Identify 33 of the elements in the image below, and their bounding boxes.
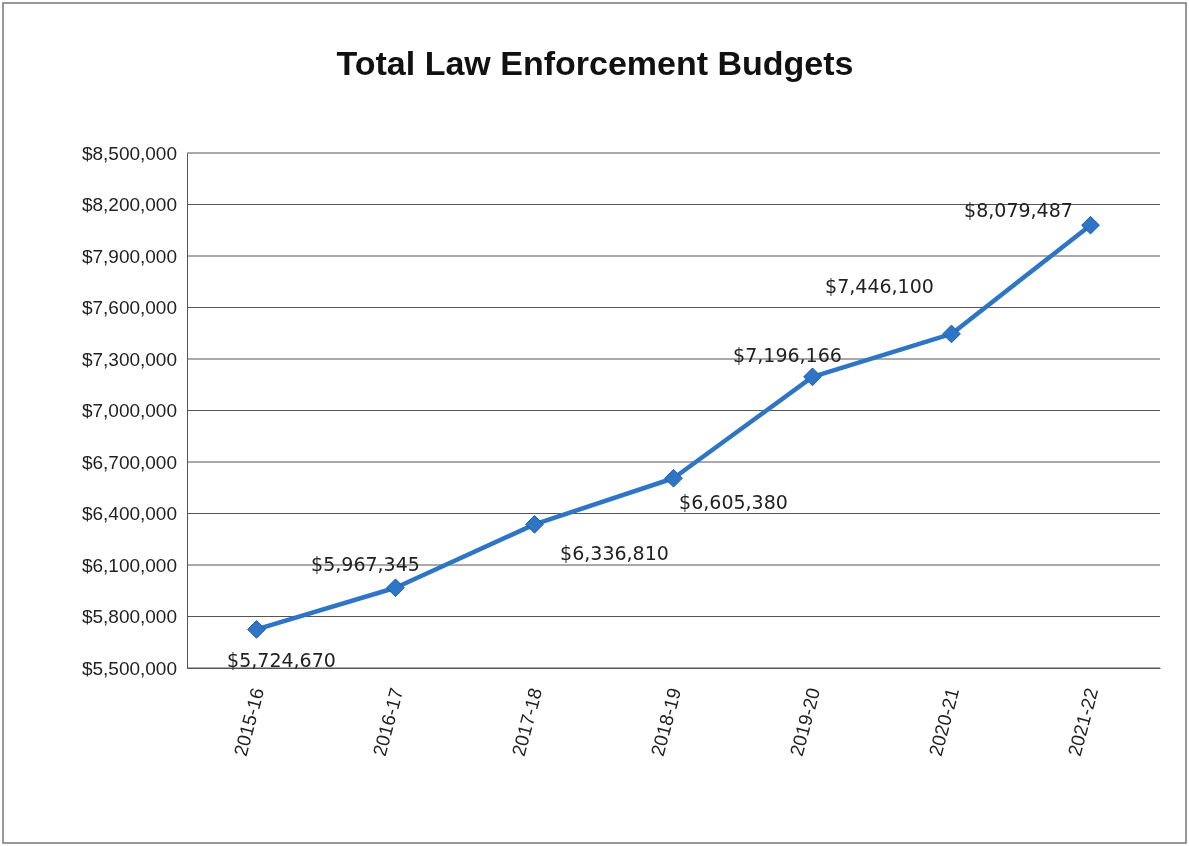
point (942, 324, 961, 344)
x-tick-label: 2020-21 (924, 685, 964, 759)
y-tick-label: $7,000,000 (81, 400, 177, 422)
y-tick-label: $6,100,000 (81, 554, 177, 576)
y-tick-label: $5,800,000 (81, 606, 177, 628)
point (803, 367, 822, 387)
data-label: $5,967,345 (311, 553, 420, 576)
y-tick-label: $6,400,000 (81, 503, 177, 525)
chart-title: Total Law Enforcement Budgets (336, 44, 854, 82)
x-tick-label: 2016-17 (368, 685, 408, 759)
point (525, 514, 544, 534)
y-tick-label: $5,500,000 (81, 657, 177, 679)
x-tick-label: 2018-19 (646, 685, 686, 759)
data-label: $5,724,670 (227, 648, 336, 671)
point (386, 578, 405, 598)
data-label: $6,336,810 (560, 541, 669, 564)
y-tick-label: $7,600,000 (81, 297, 177, 319)
data-label: $7,196,166 (733, 344, 842, 367)
x-tick-label: 2017-18 (507, 685, 547, 759)
point (664, 468, 683, 488)
y-tick-label: $8,200,000 (81, 194, 177, 216)
data-label: $7,446,100 (825, 275, 934, 298)
data-label: $6,605,380 (679, 490, 788, 513)
point (1081, 215, 1100, 235)
data-label: $8,079,487 (964, 198, 1073, 221)
point (247, 620, 266, 639)
x-tick-label: 2021-22 (1063, 685, 1103, 759)
y-tick-label: $7,900,000 (81, 245, 177, 267)
y-tick-label: $7,300,000 (81, 348, 177, 370)
y-tick-label: $8,500,000 (81, 142, 177, 164)
x-tick-label: 2015-16 (229, 685, 269, 759)
y-tick-label: $6,700,000 (81, 451, 177, 473)
x-tick-label: 2019-20 (785, 685, 825, 759)
